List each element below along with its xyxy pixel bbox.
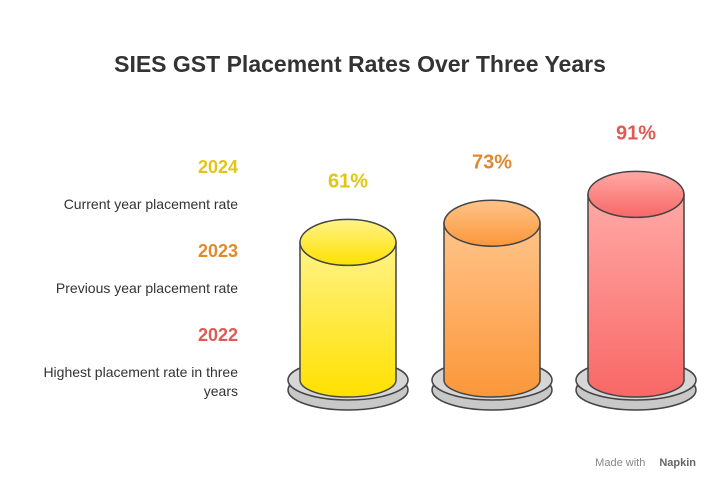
legend-year: 2023 <box>197 241 238 261</box>
cylinder-body <box>587 193 685 398</box>
cylinder-top <box>587 170 685 219</box>
legend-description: Previous year placement rate <box>55 280 238 296</box>
value-label: 73% <box>472 151 512 173</box>
value-label: 61% <box>328 171 368 193</box>
legend-year: 2022 <box>197 325 238 345</box>
footer: Made with Napkin <box>595 457 696 469</box>
footer-text: Made with <box>595 457 646 469</box>
chart-title: SIES GST Placement Rates Over Three Year… <box>114 51 606 77</box>
footer-brand: Napkin <box>659 457 696 469</box>
cylinder-body <box>443 222 541 398</box>
legend-description: Current year placement rate <box>63 196 238 212</box>
cylinder <box>587 170 685 398</box>
legend-description: Highest placement rate in three years <box>43 364 238 399</box>
legend-year: 2024 <box>197 157 238 177</box>
value-label: 91% <box>616 123 656 145</box>
cylinder <box>443 199 541 398</box>
cylinder-top <box>299 218 397 267</box>
cylinder-body <box>299 241 397 398</box>
cylinder-top <box>443 199 541 247</box>
cylinder <box>299 218 397 398</box>
